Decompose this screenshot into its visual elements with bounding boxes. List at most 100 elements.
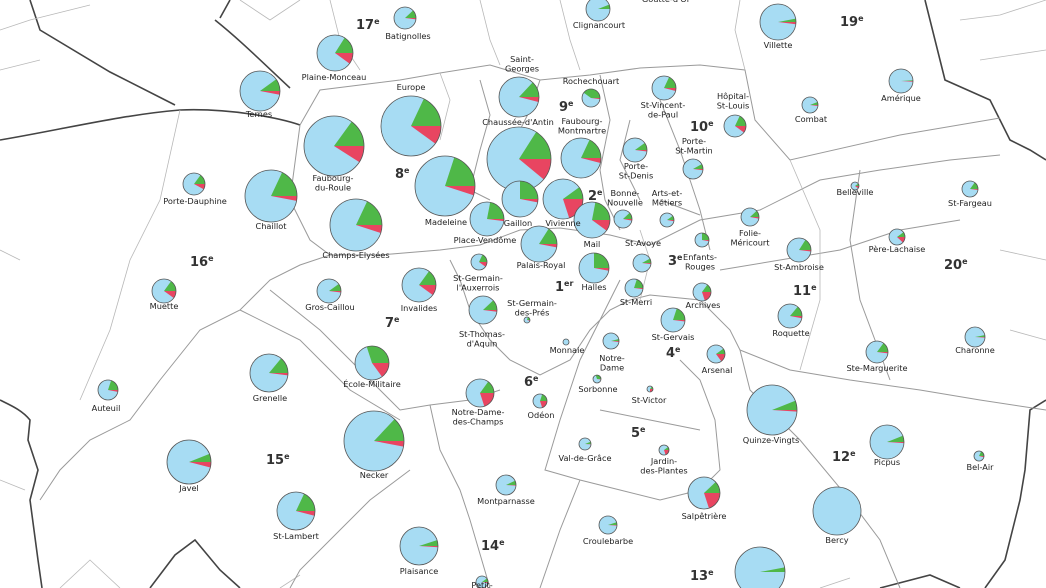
arrondissement-label-a3: 3e [668,253,683,269]
pie-green-slice [901,80,913,81]
pie-outline [469,201,505,237]
pie-red-slice [702,240,709,242]
pie-green-slice [479,254,487,262]
pie-red-slice [405,18,416,20]
quartier-label-st-vincent-de-paul: St-Vincent- [641,100,686,110]
pie-red-slice [506,485,516,486]
arrondissement-label-a2: 2e [588,188,603,204]
pie-green-slice [483,300,497,310]
pie-jardin-des-plantes [658,444,670,456]
pie-gros-caillou [316,278,342,304]
pie-bercy [812,486,862,536]
pie-outline [475,575,489,588]
pie-outline [495,474,517,496]
quartier-label-st-germain-l-auxerrois: St-Germain- [453,273,503,283]
quartier-label-plaine-monceau: Plaine-Monceau [302,72,367,82]
pie-red-slice [667,220,674,222]
arrondissement-label-a12: 12e [832,449,856,465]
pie-green-slice [810,102,818,105]
pie-red-slice [855,186,859,189]
quartier-label-batignolles: Batignolles [385,31,430,41]
pie-faubourg-du-roule [303,115,365,177]
pie-outline [560,137,602,179]
arrondissement-label-a20: 20e [944,257,968,273]
pie-green-slice [581,139,601,158]
pie-croulebarbe [598,515,618,535]
pie-outline [470,253,488,271]
pie-enfants-rouges [694,232,710,248]
pie-green-slice [334,121,364,146]
quartier-label-gros-caillou: Gros-Caillou [305,302,355,312]
quartier-label-grenelle: Grenelle [253,393,287,403]
pie-outline [151,278,177,304]
quartier-label-javel: Javel [178,483,199,493]
pie-red-slice [592,220,610,231]
pie-green-slice [329,283,341,291]
arrondissement-label-a17: 17e [356,17,380,33]
quartier-label-porte-dauphine: Porte-Dauphine [163,196,227,206]
pie-green-slice [519,82,539,97]
pie-green-slice [583,89,600,98]
pie-archives [692,282,712,302]
pie-outline [401,267,437,303]
pie-green-slice [108,380,118,390]
pie-outline [276,491,316,531]
pie-saint-georges [498,76,540,118]
pie-red-slice [519,97,539,102]
pie-red-slice [164,291,176,299]
pie-red-slice [540,401,547,408]
quartier-label-hopital-st-louis: Hôpital- [717,91,749,101]
pie-montparnasse [495,474,517,496]
quartier-label-quinze-vingts: Quinze-Vingts [743,435,799,445]
pie-val-de-grace [578,437,592,451]
pie-red-slice [335,53,353,64]
quartier-label-saint-georges: Georges [505,64,539,74]
quartier-label-notre-dame: Dame [600,363,624,373]
pie-outline [973,450,985,462]
quartier-label-rochechouart: Rochechouart [563,76,620,86]
pie-red-slice [673,320,685,322]
quartier-label-auteuil: Auteuil [92,403,121,413]
pie-outline [869,424,905,460]
pie-red-slice [539,244,557,248]
quartier-label-porte-st-denis: St-Denis [619,171,653,181]
pie-outline [694,232,710,248]
pie-base [735,547,785,588]
pie-green-slice [374,419,404,441]
quartier-label-enfants-rouges: Enfants- [683,252,717,262]
quartier-label-chaussee-d-antin: Chaussée-d'Antin [482,117,554,127]
pie-green-slice [271,172,297,196]
pie-outline [624,278,644,298]
quartier-label-notre-dame: Notre- [599,353,625,363]
quartier-label-hopital-st-louis: St-Louis [717,101,750,111]
pie-red-slice [597,379,601,380]
quartier-label-arts-et-metiers: Métiers [652,198,682,208]
quartier-label-petit-montrouge: Petit- [471,580,492,588]
pie-green-slice [975,335,985,337]
pie-outline [888,68,914,94]
quartier-label-arts-et-metiers: Arts-et- [652,188,683,198]
pie-roquette [777,303,803,329]
arrondissement-label-a5: 5e [631,425,646,441]
pie-red-slice [479,262,487,267]
pie-st-victor [646,385,654,393]
quartier-label-st-gervais: St-Gervais [652,332,695,342]
pie-outline [692,282,712,302]
pie-batignolles [393,6,417,30]
quartier-label-st-germain-l-auxerrois: l'Auxerrois [457,283,500,293]
pie-outline [585,0,611,22]
pie-red-slice [608,525,617,526]
pie-monnaie [562,338,570,346]
pie-madeleine [414,155,476,217]
quartier-label-st-thomas-d-aquin: St-Thomas- [459,329,505,339]
pie-green-slice [260,79,280,91]
quartier-label-porte-st-martin: Porte- [682,136,706,146]
pie-outline [532,393,548,409]
quartier-label-necker: Necker [360,470,389,480]
pie-outline [578,437,592,451]
quartier-label-st-lambert: St-Lambert [273,531,320,541]
quartier-label-porte-st-denis: Porte- [624,161,648,171]
pie-vivienne [542,178,584,220]
pie-red-slice [411,126,441,144]
